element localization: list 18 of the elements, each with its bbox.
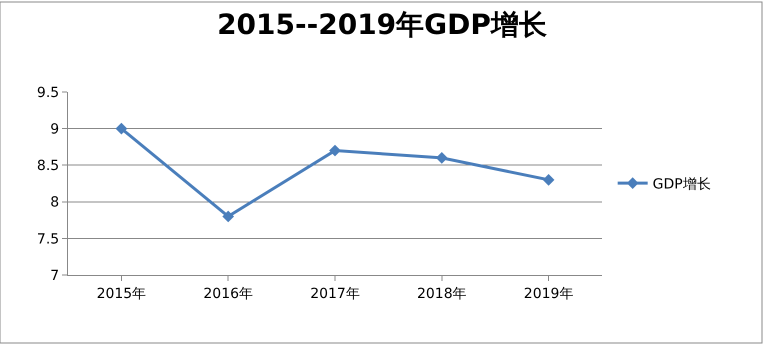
point: [329, 144, 341, 156]
point: [116, 122, 128, 134]
y-tick-label: 9: [50, 122, 60, 138]
y-tick-label: 9.5: [36, 84, 60, 101]
point: [436, 152, 448, 164]
x-tick-label: 2019年: [524, 286, 574, 302]
x-tick-label: 2018年: [416, 286, 467, 302]
y-tick-label: 7.5: [36, 231, 60, 248]
x-tick-label: 2017年: [310, 286, 360, 302]
x-tick-label: 2016年: [203, 286, 254, 302]
legend-label: GDP增长: [652, 176, 711, 193]
point: [542, 174, 554, 186]
y-tick-label: 7: [50, 268, 60, 284]
y-tick-label: 8.5: [36, 158, 60, 174]
x-tick-label: 2015年: [96, 286, 146, 302]
y-tick-label: 8: [50, 194, 60, 211]
point: [222, 210, 234, 222]
chart-title: 2015--2019年GDP增长: [217, 8, 547, 41]
